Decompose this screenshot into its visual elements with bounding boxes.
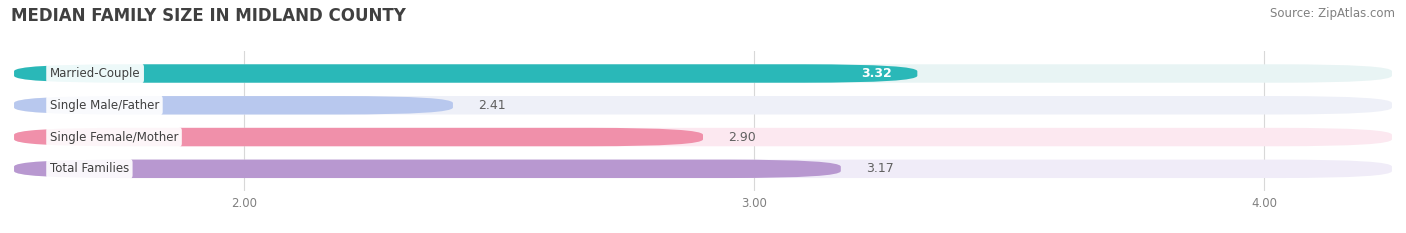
Text: 2.41: 2.41 [478, 99, 506, 112]
FancyBboxPatch shape [14, 64, 917, 83]
Text: MEDIAN FAMILY SIZE IN MIDLAND COUNTY: MEDIAN FAMILY SIZE IN MIDLAND COUNTY [11, 7, 406, 25]
Text: Source: ZipAtlas.com: Source: ZipAtlas.com [1270, 7, 1395, 20]
Text: Total Families: Total Families [49, 162, 129, 175]
FancyBboxPatch shape [14, 160, 1392, 178]
FancyBboxPatch shape [14, 128, 703, 146]
FancyBboxPatch shape [14, 160, 841, 178]
FancyBboxPatch shape [14, 64, 1392, 83]
Text: Single Male/Father: Single Male/Father [49, 99, 159, 112]
FancyBboxPatch shape [14, 96, 1392, 114]
Text: 3.17: 3.17 [866, 162, 894, 175]
Text: Single Female/Mother: Single Female/Mother [49, 130, 179, 144]
FancyBboxPatch shape [14, 128, 1392, 146]
Text: Married-Couple: Married-Couple [49, 67, 141, 80]
FancyBboxPatch shape [14, 96, 453, 114]
Text: 3.32: 3.32 [860, 67, 891, 80]
Text: 2.90: 2.90 [728, 130, 756, 144]
